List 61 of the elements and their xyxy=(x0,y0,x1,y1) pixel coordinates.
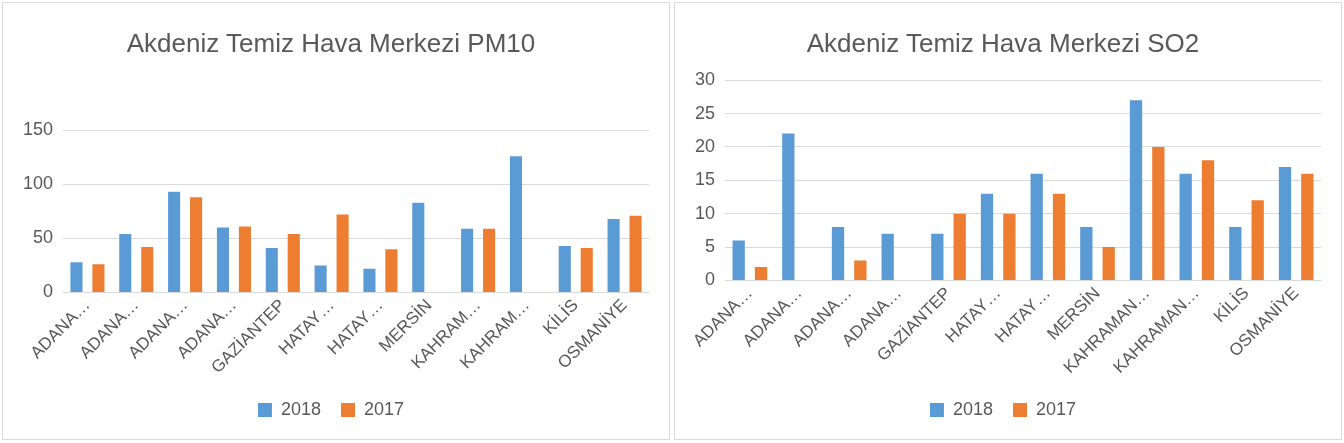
bar xyxy=(953,213,966,280)
bar xyxy=(461,228,474,292)
bar xyxy=(1129,100,1143,280)
bar xyxy=(1251,200,1264,280)
bar xyxy=(216,227,229,292)
y-tick-label: 0 xyxy=(43,281,54,302)
bar xyxy=(831,227,845,280)
bar xyxy=(238,226,251,292)
y-tick-label: 10 xyxy=(694,202,716,223)
legend-label: 2017 xyxy=(1036,398,1077,419)
bar xyxy=(1278,166,1292,280)
y-tick-label: 25 xyxy=(694,102,716,123)
bar xyxy=(1052,193,1066,280)
bar xyxy=(336,214,349,292)
bar xyxy=(1030,173,1043,280)
chart-title: Akdeniz Temiz Hava Merkezi PM10 xyxy=(126,27,536,58)
bar xyxy=(168,191,181,292)
bar xyxy=(558,245,571,292)
bar xyxy=(1080,227,1093,280)
legend-label: 2018 xyxy=(952,398,993,419)
bar xyxy=(314,265,327,292)
bar xyxy=(980,193,994,280)
bar xyxy=(265,248,278,292)
bar xyxy=(754,267,768,280)
bar xyxy=(287,234,300,292)
bar xyxy=(141,247,154,292)
bar xyxy=(509,156,522,292)
bar xyxy=(119,234,132,292)
bar xyxy=(1152,146,1165,280)
bar xyxy=(1003,213,1016,280)
bar xyxy=(1301,173,1314,280)
bar xyxy=(854,260,867,280)
bar xyxy=(1179,173,1192,280)
y-tick-label: 150 xyxy=(22,119,54,140)
bar xyxy=(1102,247,1115,280)
bar xyxy=(881,233,894,280)
y-tick-label: 30 xyxy=(694,69,716,90)
bar xyxy=(782,133,795,280)
y-tick-label: 5 xyxy=(705,236,716,257)
bar xyxy=(363,268,376,292)
bar xyxy=(190,197,203,292)
y-tick-label: 50 xyxy=(33,227,54,248)
bar xyxy=(1229,227,1242,280)
y-tick-label: 100 xyxy=(22,173,54,194)
bar xyxy=(607,218,620,292)
y-tick-label: 20 xyxy=(694,135,716,156)
bar xyxy=(580,248,593,292)
bar xyxy=(732,240,745,280)
y-tick-label: 15 xyxy=(694,169,716,190)
y-tick-label: 0 xyxy=(705,269,716,290)
bar xyxy=(1201,160,1215,280)
legend-label: 2018 xyxy=(280,398,321,419)
bar xyxy=(70,262,83,292)
bar xyxy=(931,233,944,280)
chart-title: Akdeniz Temiz Hava Merkezi SO2 xyxy=(806,27,1200,58)
legend-label: 2017 xyxy=(364,398,405,419)
bar xyxy=(412,202,425,292)
bar xyxy=(92,264,105,292)
bar xyxy=(629,215,642,292)
bar xyxy=(483,228,496,292)
bar xyxy=(385,249,398,292)
